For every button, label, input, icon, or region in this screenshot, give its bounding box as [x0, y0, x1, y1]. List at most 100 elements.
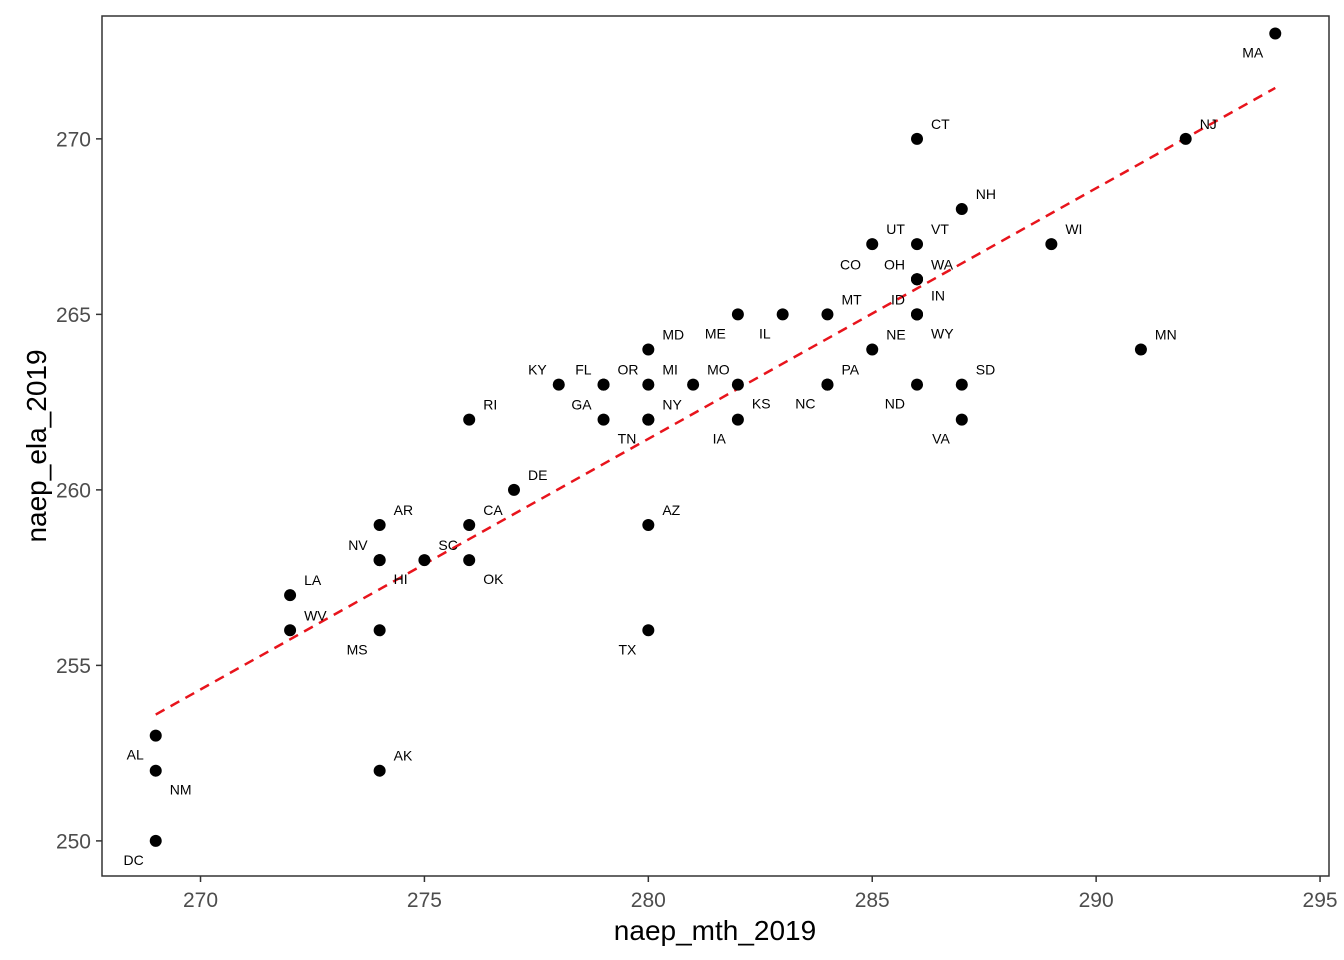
point-label: MO — [707, 362, 730, 378]
data-point — [1134, 343, 1147, 356]
data-point — [373, 624, 386, 637]
data-point — [597, 413, 610, 426]
data-point — [911, 308, 924, 321]
point-label: FL — [575, 362, 592, 378]
data-point — [1179, 132, 1192, 145]
data-point — [821, 308, 834, 321]
data-point — [149, 834, 162, 847]
data-point — [911, 238, 924, 251]
point-label: ND — [885, 396, 905, 412]
data-point — [1045, 238, 1058, 251]
point-label: KS — [752, 396, 771, 412]
y-axis: 250 255 260 265 270 — [56, 128, 102, 853]
point-label: TN — [618, 431, 637, 447]
x-tick-label: 295 — [1303, 889, 1338, 912]
x-tick-label: 275 — [407, 889, 442, 912]
point-label: GA — [571, 397, 592, 413]
data-point — [463, 554, 476, 567]
point-label: ME — [705, 325, 726, 341]
data-point — [597, 378, 610, 391]
data-point — [373, 764, 386, 777]
x-tick-label: 285 — [855, 889, 890, 912]
data-point — [731, 413, 744, 426]
point-label: OK — [483, 571, 504, 587]
point-label: NY — [662, 397, 682, 413]
data-point — [642, 343, 655, 356]
data-point — [149, 729, 162, 742]
point-label: MS — [347, 641, 368, 657]
point-label: KY — [528, 362, 547, 378]
data-point — [911, 132, 924, 145]
point-label: NV — [348, 537, 368, 553]
data-point — [955, 378, 968, 391]
data-point — [642, 378, 655, 391]
y-axis-title: naep_ela_2019 — [21, 349, 52, 542]
data-points — [149, 27, 1282, 847]
point-label: MA — [1242, 45, 1264, 61]
point-label: HI — [394, 571, 408, 587]
point-labels: MA CT NJ NH UT VT WI CO OH WA ME IL MT ID IN WY MD NE MN KY… — [124, 45, 1264, 868]
data-point — [1269, 27, 1282, 40]
point-label: AR — [394, 502, 413, 518]
point-label: CO — [840, 256, 861, 272]
y-tick-label: 270 — [56, 128, 91, 151]
point-label: AL — [127, 747, 144, 763]
data-point — [284, 589, 297, 602]
data-point — [776, 308, 789, 321]
data-point — [955, 413, 968, 426]
point-label: VA — [932, 431, 950, 447]
data-point — [687, 378, 700, 391]
panel-border — [101, 15, 1330, 877]
point-label: DC — [124, 852, 144, 868]
point-label: NH — [976, 186, 996, 202]
point-label: IA — [713, 431, 727, 447]
point-label: MT — [841, 291, 862, 307]
data-point — [418, 554, 431, 567]
data-point — [821, 378, 834, 391]
point-label: AZ — [662, 502, 680, 518]
point-label: IN — [931, 287, 945, 303]
point-label: NC — [795, 396, 815, 412]
data-point — [955, 203, 968, 216]
point-label: WA — [931, 256, 954, 272]
y-tick-label: 260 — [56, 479, 91, 502]
point-label: SD — [976, 362, 995, 378]
data-point — [911, 378, 924, 391]
point-label: LA — [304, 572, 322, 588]
data-point — [866, 238, 879, 251]
point-label: SC — [438, 537, 457, 553]
point-label: PA — [841, 362, 859, 378]
point-label: WY — [931, 325, 954, 341]
data-point — [552, 378, 565, 391]
point-label: DE — [528, 467, 547, 483]
data-point — [463, 518, 476, 531]
point-label: IL — [759, 325, 771, 341]
point-label: UT — [886, 221, 905, 237]
point-label: VT — [931, 221, 949, 237]
x-tick-label: 270 — [183, 889, 218, 912]
y-tick-label: 250 — [56, 830, 91, 853]
point-label: RI — [483, 397, 497, 413]
point-label: NE — [886, 326, 905, 342]
point-label: ID — [891, 291, 905, 307]
x-axis: 270 275 280 285 290 295 — [183, 876, 1338, 912]
x-tick-label: 280 — [631, 889, 666, 912]
point-label: NJ — [1200, 116, 1217, 132]
point-label: MD — [662, 326, 684, 342]
point-label: OH — [884, 256, 905, 272]
point-label: CT — [931, 116, 950, 132]
point-label: OR — [618, 362, 639, 378]
data-point — [642, 413, 655, 426]
fit-line — [155, 86, 1276, 716]
point-label: AK — [394, 748, 413, 764]
data-point — [149, 764, 162, 777]
point-label: WV — [304, 607, 327, 623]
data-point — [284, 624, 297, 637]
data-point — [507, 483, 520, 496]
y-tick-label: 255 — [56, 655, 91, 678]
data-point — [642, 518, 655, 531]
point-label: NM — [170, 782, 192, 798]
data-point — [373, 518, 386, 531]
x-tick-label: 290 — [1079, 889, 1114, 912]
